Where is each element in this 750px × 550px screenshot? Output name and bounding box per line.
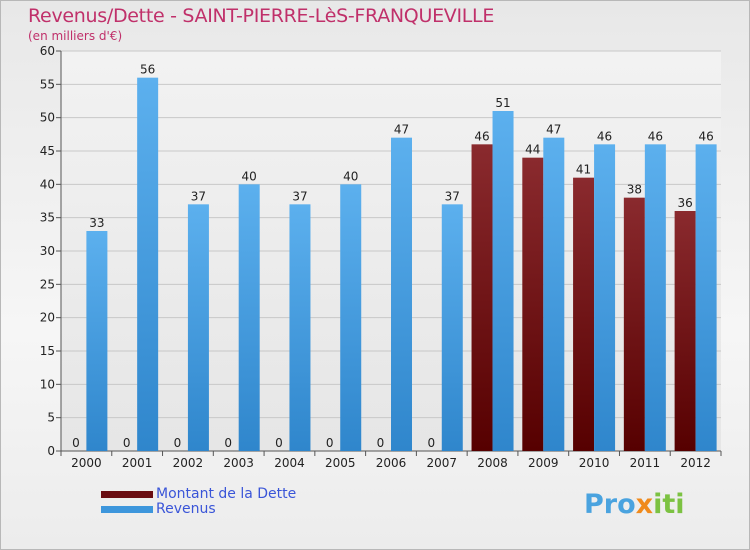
data-label-revenus: 46	[597, 129, 612, 143]
data-label-revenus: 33	[89, 216, 104, 230]
y-tick-label: 40	[40, 177, 55, 191]
x-tick-label: 2001	[122, 456, 153, 470]
data-label-revenus: 37	[292, 189, 307, 203]
x-tick-label: 2008	[477, 456, 508, 470]
y-tick-label: 30	[40, 244, 55, 258]
logo-part-1: Pro	[584, 489, 636, 520]
x-tick-label: 2004	[274, 456, 305, 470]
data-label-revenus: 46	[698, 129, 713, 143]
bar-revenus	[391, 137, 412, 451]
data-label-revenus: 37	[445, 189, 460, 203]
data-label-revenus: 40	[343, 169, 358, 183]
bar-revenus	[340, 184, 362, 452]
y-tick-label: 5	[47, 411, 55, 425]
data-label-revenus: 56	[140, 63, 155, 77]
data-label-dette: 0	[224, 436, 232, 450]
bar-revenus	[695, 144, 717, 452]
x-tick-label: 2006	[376, 456, 407, 470]
data-label-revenus: 47	[546, 123, 561, 137]
data-label-dette: 41	[576, 163, 591, 177]
bar-dette	[522, 157, 544, 451]
legend-swatch-revenus	[101, 506, 153, 513]
data-label-dette: 46	[474, 129, 489, 143]
x-tick-label: 2002	[173, 456, 204, 470]
data-label-revenus: 51	[495, 96, 510, 110]
legend-label-revenus: Revenus	[156, 501, 216, 517]
chart-title: Revenus/Dette - SAINT-PIERRE-LèS-FRANQUE…	[28, 5, 495, 27]
proxiti-logo: Proxiti	[584, 489, 685, 520]
data-label-revenus: 40	[242, 169, 257, 183]
x-tick-label: 2012	[680, 456, 711, 470]
y-tick-label: 55	[40, 77, 55, 91]
bar-revenus	[86, 231, 108, 451]
bar-dette	[471, 144, 493, 452]
bar-dette	[674, 211, 696, 451]
y-tick-label: 20	[40, 311, 55, 325]
logo-part-3: iti	[653, 489, 685, 520]
legend-label-dette: Montant de la Dette	[156, 486, 297, 502]
x-tick-label: 2011	[630, 456, 661, 470]
chart-subtitle: (en milliers d'€)	[28, 29, 123, 43]
bar-revenus	[543, 137, 565, 451]
bar-revenus	[441, 204, 463, 451]
y-tick-label: 60	[40, 44, 55, 58]
data-label-dette: 44	[525, 143, 540, 157]
x-tick-label: 2000	[71, 456, 102, 470]
x-tick-label: 2005	[325, 456, 356, 470]
bar-revenus	[594, 144, 616, 452]
data-label-dette: 0	[326, 436, 334, 450]
data-label-dette: 0	[427, 436, 435, 450]
y-tick-label: 25	[40, 277, 55, 291]
data-label-revenus: 37	[191, 189, 206, 203]
y-tick-label: 45	[40, 144, 55, 158]
y-tick-label: 0	[47, 444, 55, 458]
data-label-revenus: 46	[648, 129, 663, 143]
y-tick-label: 50	[40, 111, 55, 125]
bar-revenus	[644, 144, 666, 452]
y-tick-label: 10	[40, 377, 55, 391]
bar-revenus	[289, 204, 311, 451]
data-label-dette: 36	[677, 196, 692, 210]
data-label-revenus: 47	[394, 123, 409, 137]
data-label-dette: 38	[627, 183, 642, 197]
bar-revenus	[137, 77, 159, 452]
y-tick-label: 35	[40, 211, 55, 225]
x-tick-label: 2010	[579, 456, 610, 470]
data-label-dette: 0	[72, 436, 80, 450]
legend-swatch-dette	[101, 491, 153, 498]
data-label-dette: 0	[377, 436, 385, 450]
x-tick-label: 2007	[426, 456, 457, 470]
x-tick-label: 2003	[223, 456, 254, 470]
bar-revenus	[238, 184, 260, 452]
bar-dette	[573, 177, 595, 451]
bar-revenus	[492, 111, 514, 451]
logo-part-2: x	[635, 489, 654, 520]
x-tick-label: 2009	[528, 456, 559, 470]
y-tick-label: 15	[40, 344, 55, 358]
bar-dette	[623, 197, 645, 451]
bar-revenus	[187, 204, 209, 451]
data-label-dette: 0	[275, 436, 283, 450]
data-label-dette: 0	[123, 436, 131, 450]
data-label-dette: 0	[174, 436, 182, 450]
